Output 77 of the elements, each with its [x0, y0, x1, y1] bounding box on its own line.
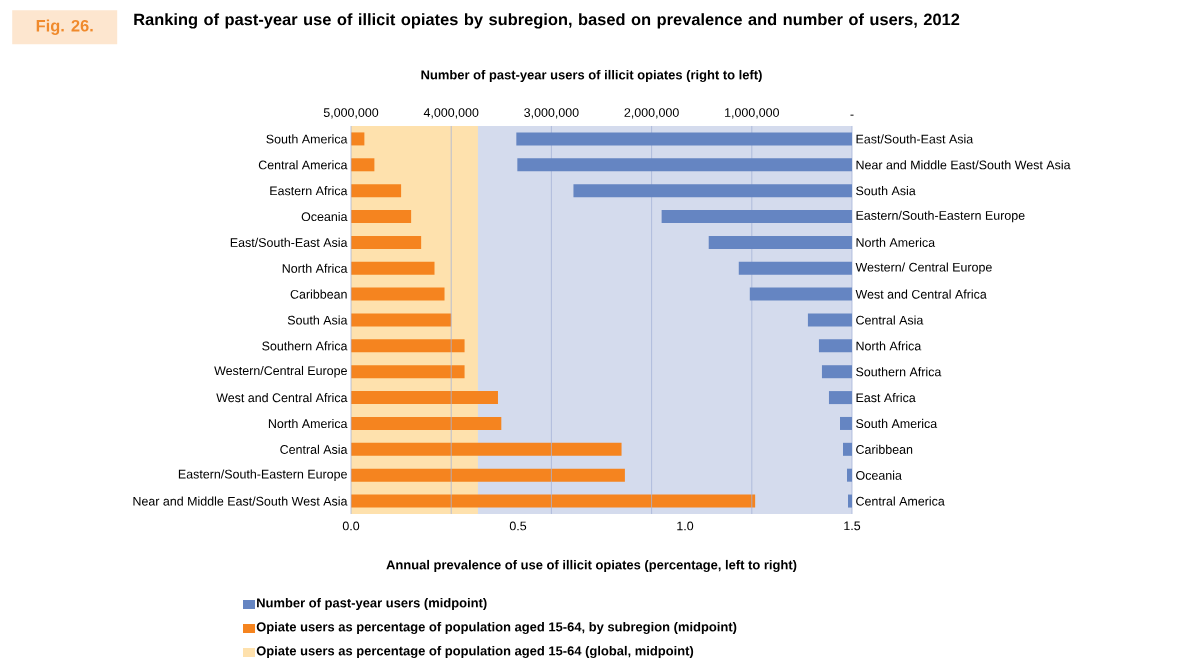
bar [661, 210, 853, 224]
x-tick-label: 2,000,000 [624, 108, 679, 119]
y-tick-label: West and Central Africa [216, 393, 348, 403]
bar [828, 391, 853, 405]
x-tick-label: 0.5 [509, 521, 527, 531]
bar [351, 184, 402, 198]
bar [351, 235, 422, 249]
bar [517, 158, 853, 172]
bar [351, 132, 365, 146]
y-tick-label: West and Central Africa [855, 289, 987, 299]
x-axis-title: Annual prevalence of use of illicit opiates (percentage, left to right) [386, 559, 797, 573]
y-tick-label: Central Asia [856, 315, 924, 325]
bar [708, 235, 853, 249]
bar [842, 442, 853, 456]
y-tick-label: Southern Africa [856, 367, 942, 377]
y-tick-label: North America [268, 418, 348, 429]
legend-label: Number of past-year users (midpoint) [257, 597, 487, 611]
bar [807, 313, 853, 327]
y-tick-label: Western/ Central Europe [855, 262, 992, 275]
y-tick-label: Central America [856, 496, 945, 506]
caption: Fig. 26. [36, 19, 93, 35]
legend-label: Opiate users as percentage of population aged 15-64, by subregion (midpoint) [256, 621, 737, 635]
y-tick-label: East/South-East Asia [230, 237, 348, 247]
bar [818, 339, 853, 353]
bar [351, 287, 445, 301]
bar [573, 184, 853, 198]
bar [351, 468, 625, 482]
legend-label: Opiate users as percentage of population aged 15-64 (global, midpoint) [256, 645, 694, 659]
bar [738, 261, 853, 275]
y-tick-label: Western/Central Europe [214, 365, 347, 378]
x-tick-label: 5,000,000 [323, 108, 379, 119]
bar [351, 261, 435, 275]
bar [351, 339, 465, 353]
y-tick-label: Eastern/South-Eastern Europe [178, 469, 347, 481]
x-axis-title: Number of past-year users of illicit opiates (right to left) [421, 69, 762, 83]
x-tick-label: - [850, 114, 854, 116]
y-tick-label: North Africa [856, 341, 922, 351]
y-tick-label: Central Asia [280, 444, 348, 454]
bar [351, 494, 756, 508]
x-tick-label: 4,000,000 [423, 108, 479, 119]
y-tick-label: Near and Middle East/South West Asia [856, 160, 1071, 170]
y-tick-label: East Africa [856, 393, 916, 403]
y-tick-label: Southern Africa [262, 341, 348, 351]
x-tick-label: 0.0 [342, 521, 360, 531]
y-tick-label: Oceania [301, 211, 348, 222]
x-tick-label: 1.5 [844, 521, 861, 531]
bar [351, 442, 622, 456]
y-tick-label: Oceania [856, 470, 902, 480]
bar [821, 365, 853, 379]
y-tick-label: South Asia [856, 186, 916, 196]
bar [351, 391, 498, 405]
y-tick-label: Near and Middle East/South West Asia [133, 496, 348, 506]
y-tick-label: South America [266, 134, 348, 144]
bar [351, 313, 452, 327]
y-tick-label: Central America [258, 160, 348, 170]
y-tick-label: North America [856, 237, 936, 247]
x-tick-label: 1,000,000 [725, 108, 780, 119]
bar [351, 416, 502, 430]
bar [839, 416, 853, 430]
bar [847, 468, 853, 482]
y-tick-label: Caribbean [856, 444, 913, 454]
bar [516, 132, 853, 146]
y-tick-label: East/South-East Asia [856, 134, 974, 144]
x-tick-label: 3,000,000 [524, 108, 579, 119]
bar [351, 158, 375, 172]
chart-title: Ranking of past-year use of illicit opiates by subregion, based on prevalence and number of users, 2012 [134, 13, 960, 29]
y-tick-label: South America [856, 418, 938, 429]
bar [351, 210, 412, 224]
y-tick-label: Caribbean [290, 289, 347, 299]
x-tick-label: 1.0 [677, 521, 694, 531]
y-tick-label: North Africa [282, 263, 348, 273]
y-tick-label: Eastern Africa [270, 186, 348, 196]
bar [351, 365, 465, 379]
y-tick-label: South Asia [287, 315, 348, 325]
bar [848, 494, 853, 508]
y-tick-label: Eastern/South-Eastern Europe [856, 210, 1025, 223]
bar [749, 287, 853, 301]
